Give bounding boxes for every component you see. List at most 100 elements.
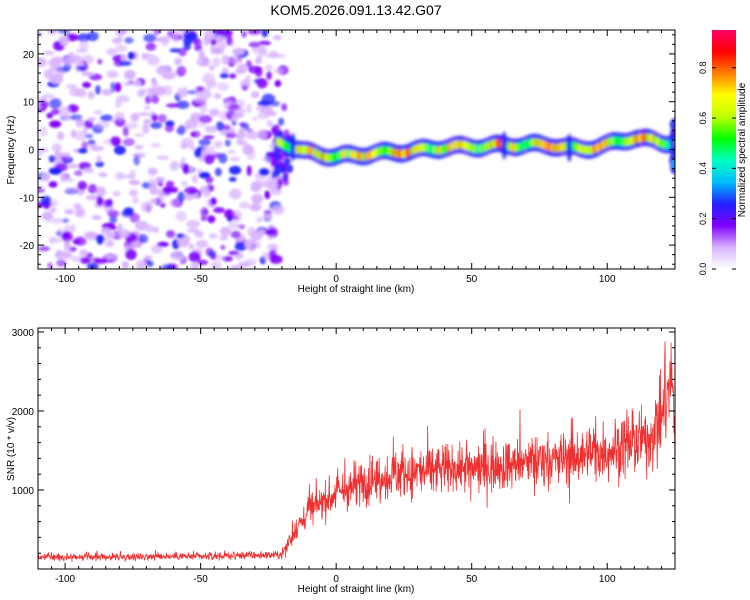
noise-blob: [185, 122, 192, 128]
noise-blob: [670, 159, 675, 170]
noise-blob: [234, 242, 247, 251]
noise-blob: [109, 215, 118, 224]
noise-blob: [279, 152, 286, 161]
x-tick-label: -100: [55, 274, 75, 285]
noise-blob: [246, 165, 252, 177]
noise-blob: [202, 73, 216, 84]
noise-blob: [95, 186, 106, 197]
noise-blob: [212, 57, 221, 68]
snr-y-label: SNR (10 * v/v): [6, 417, 17, 481]
x-tick-label: 100: [599, 574, 616, 585]
noise-blob: [131, 80, 142, 87]
noise-blob: [76, 65, 87, 71]
noise-blob: [256, 216, 263, 223]
noise-blob: [65, 84, 77, 89]
noise-blob: [101, 227, 111, 234]
noise-blob: [49, 199, 59, 208]
noise-blob: [130, 112, 140, 122]
noise-blob: [270, 158, 277, 167]
noise-blob: [123, 207, 134, 215]
noise-blob: [257, 111, 270, 120]
x-tick-label: 0: [333, 274, 339, 285]
noise-blob: [231, 115, 239, 122]
noise-blob: [246, 244, 256, 252]
noise-blob: [272, 150, 279, 158]
noise-blob: [123, 69, 136, 80]
noise-blob: [203, 38, 209, 47]
noise-blob: [143, 104, 151, 111]
noise-blob: [198, 171, 211, 179]
snr-axes: -100 -50 0 50 100 1000 2000 3000: [12, 328, 676, 585]
noise-blob: [144, 255, 153, 260]
noise-blob: [186, 220, 200, 228]
noise-blob: [239, 201, 250, 209]
noise-blob: [85, 194, 99, 201]
y-tick-label: -20: [20, 241, 35, 252]
noise-blob: [230, 230, 241, 239]
noise-blob: [137, 112, 151, 117]
noise-blob: [114, 111, 125, 121]
noise-blob: [220, 245, 226, 250]
noise-blob: [87, 31, 99, 42]
noise-blob: [236, 133, 244, 140]
noise-blob: [48, 155, 56, 163]
noise-blob: [222, 124, 231, 131]
noise-blob: [176, 100, 190, 110]
noise-blob: [151, 114, 158, 122]
noise-blob: [157, 114, 167, 123]
noise-blob: [103, 199, 113, 208]
noise-blob: [98, 172, 108, 178]
noise-blob: [105, 254, 111, 260]
noise-blob: [170, 252, 176, 260]
noise-blob: [241, 31, 247, 38]
noise-blob: [221, 54, 230, 65]
noise-blob: [171, 31, 180, 43]
noise-blob: [268, 249, 277, 260]
noise-blob: [264, 190, 271, 200]
noise-blob: [41, 93, 55, 99]
noise-blob: [203, 190, 211, 198]
noise-blob: [91, 215, 102, 221]
noise-blob: [49, 207, 57, 213]
y-tick-label: -10: [20, 193, 35, 204]
noise-blob: [210, 261, 222, 269]
track-streak: [669, 128, 675, 157]
noise-blob: [62, 247, 74, 255]
noise-blob: [277, 177, 283, 186]
colorbar-ticks: 0.0 0.2 0.4 0.6 0.8: [698, 61, 736, 275]
noise-blob: [97, 58, 103, 65]
noise-blob: [181, 180, 188, 187]
noise-blob: [250, 184, 262, 193]
noise-blob: [161, 38, 169, 47]
noise-blob: [133, 133, 145, 138]
noise-blob: [261, 30, 268, 38]
noise-blob: [271, 170, 278, 179]
noise-blob: [40, 195, 52, 206]
x-tick-label: 100: [599, 274, 616, 285]
noise-blob: [189, 189, 197, 195]
noise-blob: [219, 73, 229, 79]
noise-blob: [199, 114, 213, 124]
noise-blob: [151, 94, 160, 104]
noise-blob: [131, 240, 142, 249]
noise-blob: [244, 258, 257, 267]
y-tick-label: 20: [23, 50, 35, 61]
noise-blob: [265, 229, 276, 236]
noise-blob: [225, 132, 238, 139]
noise-blob: [273, 35, 282, 41]
noise-blob: [218, 153, 228, 164]
noise-blob: [121, 261, 129, 269]
noise-blob: [96, 196, 104, 207]
noise-blob: [183, 31, 198, 42]
noise-blob: [190, 113, 202, 122]
noise-blob: [266, 180, 278, 190]
noise-blob: [251, 116, 258, 122]
noise-blob: [212, 30, 224, 35]
noise-blob: [49, 73, 64, 85]
y-tick-label: 2000: [12, 407, 35, 418]
noise-blob: [210, 254, 217, 261]
noise-blob: [229, 156, 240, 162]
spectrogram-signal-track: [274, 128, 675, 167]
snr-panel: -100 -50 0 50 100 1000 2000 3000 Height of stra…: [6, 327, 676, 595]
noise-blob: [182, 163, 190, 175]
